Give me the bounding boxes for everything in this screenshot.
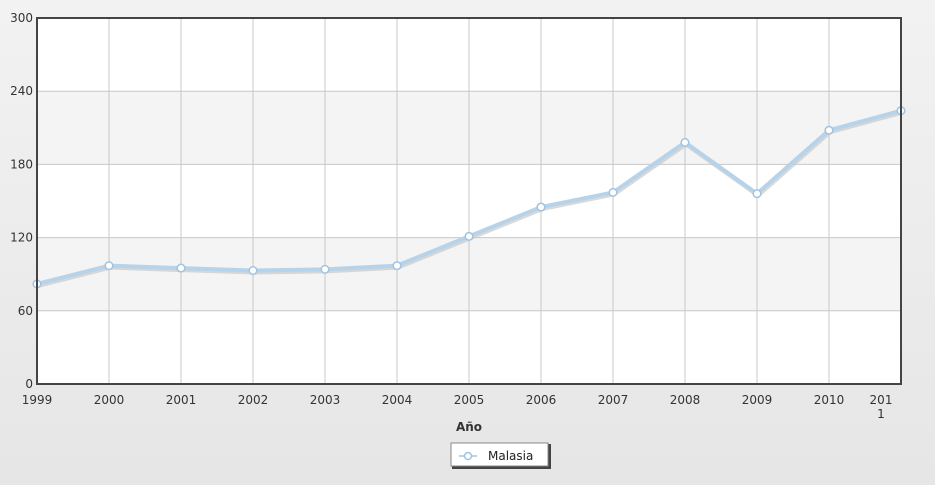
data-point-2004[interactable] xyxy=(392,261,402,271)
y-tick-label: 60 xyxy=(18,304,33,318)
y-tick-label: 240 xyxy=(10,84,33,98)
x-tick-label: 2009 xyxy=(742,393,773,407)
x-tick-label: 2008 xyxy=(670,393,701,407)
y-tick-label: 180 xyxy=(10,157,33,171)
legend-marker-swatch xyxy=(463,451,473,461)
y-tick-label: 0 xyxy=(25,377,33,391)
x-tick-label: 2003 xyxy=(310,393,341,407)
x-axis-title: Año xyxy=(456,420,482,434)
x-tick-label: 2002 xyxy=(238,393,269,407)
legend-box xyxy=(450,442,549,467)
x-tick-label: 2005 xyxy=(454,393,485,407)
legend-label: Malasia xyxy=(488,449,533,463)
data-point-2005[interactable] xyxy=(464,231,474,241)
y-tick-label: 300 xyxy=(10,11,33,25)
data-point-2010[interactable] xyxy=(824,125,834,135)
data-point-2008[interactable] xyxy=(680,137,690,147)
x-tick-label: 2004 xyxy=(382,393,413,407)
data-point-2003[interactable] xyxy=(320,264,330,274)
data-point-2007[interactable] xyxy=(608,187,618,198)
x-tick-label-wrap: 1 xyxy=(877,407,885,421)
data-point-2006[interactable] xyxy=(536,202,546,212)
y-tick-label: 120 xyxy=(10,231,33,245)
data-point-2009[interactable] xyxy=(752,189,762,199)
x-tick-label: 2001 xyxy=(166,393,197,407)
x-tick-label: 2000 xyxy=(94,393,125,407)
x-tick-label: 1999 xyxy=(22,393,53,407)
data-point-2002[interactable] xyxy=(248,265,258,276)
x-tick-label: 2006 xyxy=(526,393,557,407)
legend: Malasia xyxy=(450,442,551,469)
plot-frame xyxy=(36,17,902,385)
x-tick-label: 2010 xyxy=(814,393,845,407)
data-point-2001[interactable] xyxy=(176,263,186,273)
x-tick-label: 201 xyxy=(870,393,893,407)
x-tick-label: 2007 xyxy=(598,393,629,407)
data-point-2000[interactable] xyxy=(104,261,114,271)
